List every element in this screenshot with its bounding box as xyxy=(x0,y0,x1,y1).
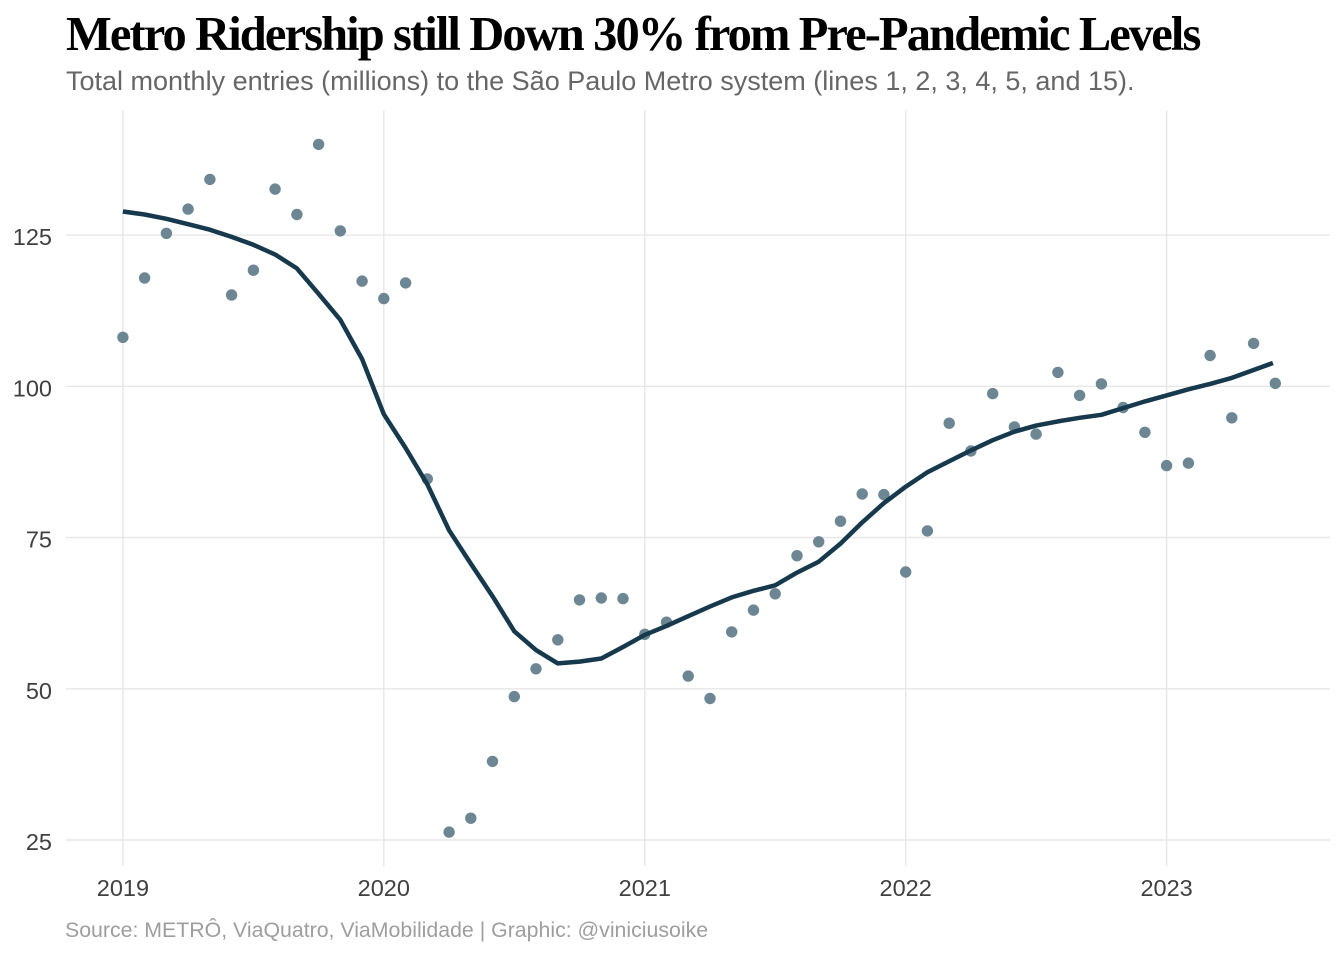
svg-text:75: 75 xyxy=(26,527,52,553)
svg-text:50: 50 xyxy=(26,678,52,704)
svg-text:2019: 2019 xyxy=(97,875,149,901)
svg-text:2020: 2020 xyxy=(358,875,410,901)
svg-text:100: 100 xyxy=(13,375,52,401)
svg-text:25: 25 xyxy=(26,829,52,855)
svg-text:2021: 2021 xyxy=(619,875,671,901)
svg-text:2022: 2022 xyxy=(880,875,932,901)
svg-text:125: 125 xyxy=(13,224,52,250)
svg-text:2023: 2023 xyxy=(1140,875,1192,901)
